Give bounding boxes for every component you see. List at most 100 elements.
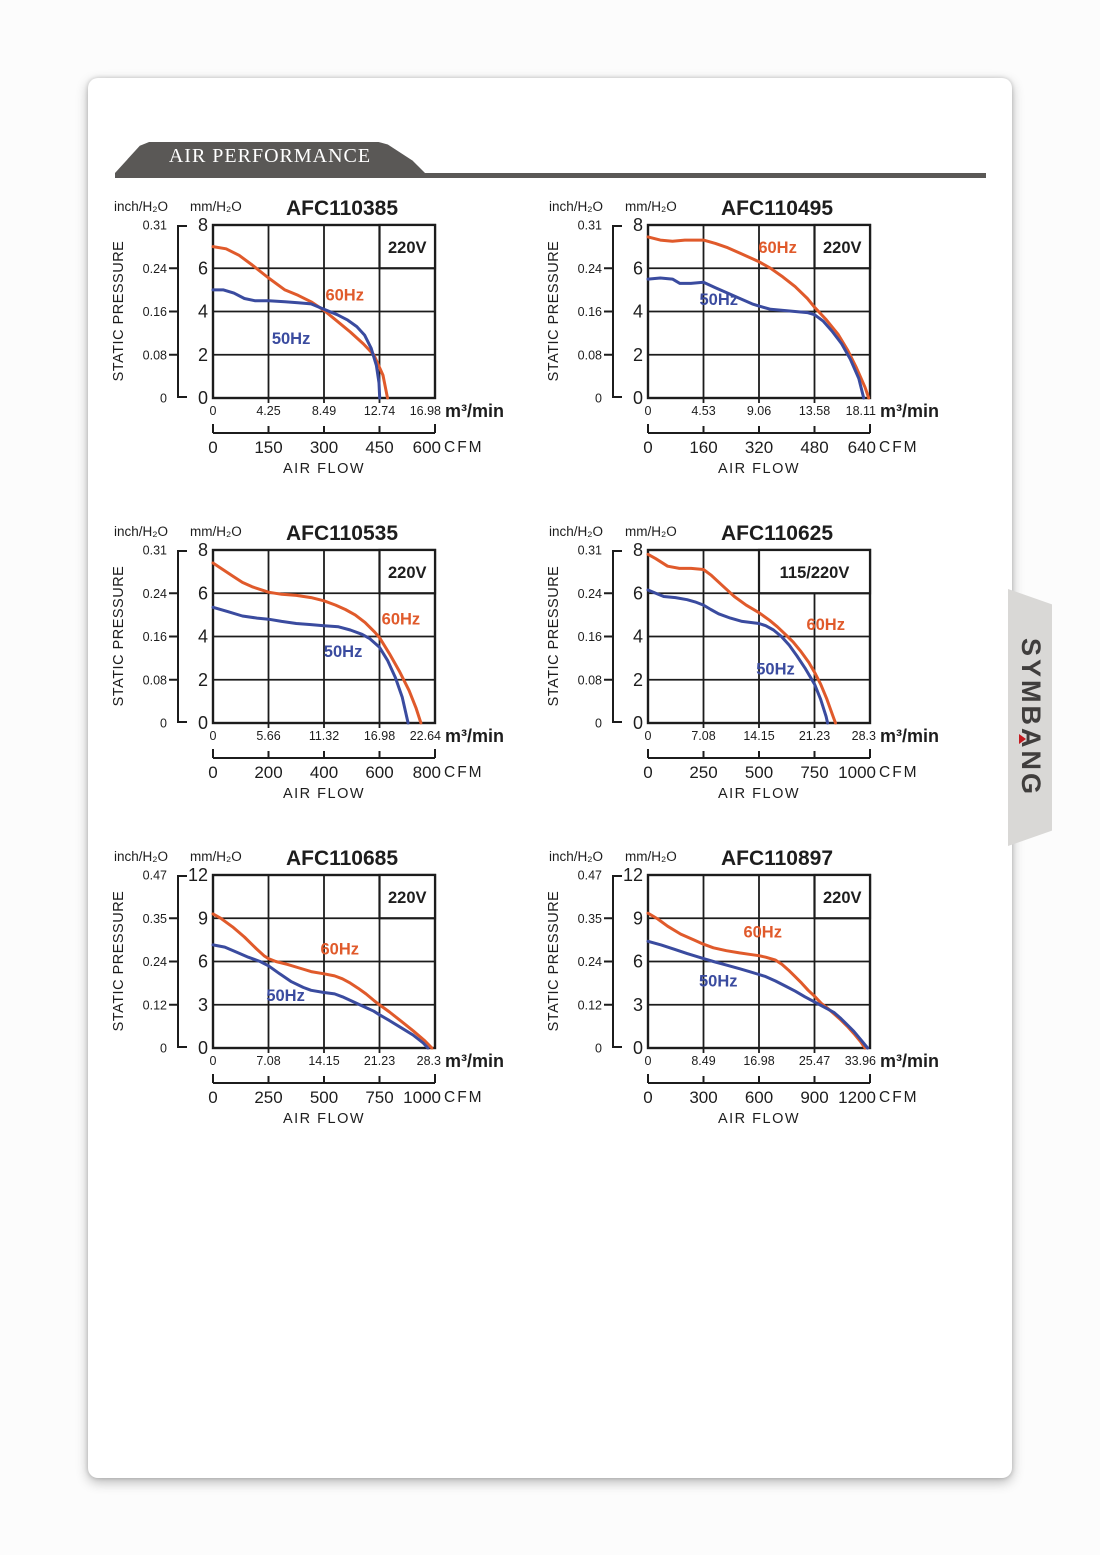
inch-tick: 0.35 bbox=[578, 912, 602, 926]
mm-tick: 0 bbox=[198, 1038, 208, 1058]
voltage-box bbox=[378, 873, 437, 920]
inch-tick: 0.35 bbox=[143, 912, 167, 926]
mm-tick: 6 bbox=[633, 258, 643, 278]
series-label-50Hz: 50Hz bbox=[699, 973, 738, 991]
chart-svg-3: inch/H₂O mm/H₂O AFC110625 STATIC PRESSURE 0.… bbox=[546, 522, 939, 802]
flow-tick: 21.23 bbox=[364, 1054, 395, 1068]
mm-tick: 9 bbox=[198, 908, 208, 928]
inch-tick: 0.47 bbox=[578, 869, 602, 883]
y-axis-label: STATIC PRESSURE bbox=[546, 891, 562, 1032]
chart-AFC110625: inch/H₂O mm/H₂O AFC110625 STATIC PRESSURE 0.… bbox=[545, 520, 965, 805]
flow-tick: 21.23 bbox=[799, 729, 830, 743]
inch-tick: 0.24 bbox=[143, 955, 167, 969]
inch-tick: 0.24 bbox=[578, 955, 602, 969]
cfm-tick: 0 bbox=[643, 1088, 652, 1107]
inch-tick: 0 bbox=[595, 392, 602, 406]
series-label-60Hz: 60Hz bbox=[758, 239, 797, 257]
inch-tick: 0.08 bbox=[143, 673, 167, 687]
symbang-logo: SYMBANG bbox=[1015, 638, 1046, 797]
mm-tick: 6 bbox=[198, 583, 208, 603]
inch-tick: 0.16 bbox=[143, 630, 167, 644]
mm-tick: 8 bbox=[633, 215, 643, 235]
voltage-label: 220V bbox=[388, 239, 427, 257]
voltage-box bbox=[813, 873, 872, 920]
mm-tick: 0 bbox=[198, 388, 208, 408]
series-label-50Hz: 50Hz bbox=[272, 330, 311, 348]
plot-border bbox=[646, 223, 872, 400]
inch-tick: 0.12 bbox=[578, 998, 602, 1012]
chart-title: AFC110625 bbox=[721, 522, 833, 545]
voltage-box bbox=[378, 548, 437, 595]
mm-tick: 4 bbox=[198, 627, 208, 647]
cfm-tick: 750 bbox=[365, 1088, 393, 1107]
voltage-box bbox=[378, 223, 437, 270]
chart-svg-2: inch/H₂O mm/H₂O AFC110535 STATIC PRESSURE 0.… bbox=[111, 522, 504, 802]
flow-tick: 12.74 bbox=[364, 404, 395, 418]
cfm-tick: 640 bbox=[848, 438, 876, 457]
inch-tick: 0.24 bbox=[143, 587, 167, 601]
y-unit-inch: inch/H₂O bbox=[549, 524, 603, 539]
flow-tick: 8.49 bbox=[691, 1054, 715, 1068]
chart-title: AFC110897 bbox=[721, 847, 833, 870]
y-axis-label: STATIC PRESSURE bbox=[111, 891, 127, 1032]
flow-tick: 5.66 bbox=[256, 729, 280, 743]
flow-tick: 0 bbox=[210, 729, 217, 743]
chart-svg-4: inch/H₂O mm/H₂O AFC110685 STATIC PRESSURE 0.… bbox=[111, 847, 504, 1127]
cfm-unit: CFM bbox=[444, 1089, 484, 1106]
curve-60Hz bbox=[211, 245, 389, 400]
mm-tick: 2 bbox=[633, 345, 643, 365]
chart-AFC110385: inch/H₂O mm/H₂O AFC110385 STATIC PRESSURE 0.… bbox=[110, 195, 530, 480]
y-unit-inch: inch/H₂O bbox=[114, 199, 168, 214]
flow-unit: m³/min bbox=[445, 726, 504, 746]
mm-tick: 6 bbox=[198, 952, 208, 972]
flow-tick: 16.98 bbox=[410, 404, 441, 418]
inch-tick: 0.16 bbox=[578, 630, 602, 644]
cfm-tick: 480 bbox=[800, 438, 828, 457]
voltage-box bbox=[757, 548, 872, 595]
inch-tick: 0.31 bbox=[578, 544, 602, 558]
mm-tick: 6 bbox=[633, 583, 643, 603]
cfm-unit: CFM bbox=[879, 1089, 919, 1106]
flow-unit: m³/min bbox=[445, 401, 504, 421]
cfm-tick: 250 bbox=[689, 763, 717, 782]
curve-60Hz bbox=[211, 912, 434, 1050]
cfm-tick: 200 bbox=[254, 763, 282, 782]
inch-tick: 0.31 bbox=[578, 219, 602, 233]
inch-tick: 0 bbox=[160, 717, 167, 731]
cfm-tick: 0 bbox=[643, 438, 652, 457]
inch-tick: 0 bbox=[595, 717, 602, 731]
mm-tick: 2 bbox=[198, 345, 208, 365]
y-unit-inch: inch/H₂O bbox=[114, 849, 168, 864]
cfm-tick: 250 bbox=[254, 1088, 282, 1107]
inch-tick: 0 bbox=[160, 392, 167, 406]
y-unit-inch: inch/H₂O bbox=[549, 849, 603, 864]
cfm-tick: 0 bbox=[643, 763, 652, 782]
flow-tick: 16.98 bbox=[364, 729, 395, 743]
flow-tick: 7.08 bbox=[691, 729, 715, 743]
plot-border bbox=[211, 223, 437, 400]
x-axis-label: AIR FLOW bbox=[718, 461, 800, 477]
flow-tick: 14.15 bbox=[743, 729, 774, 743]
mm-tick: 4 bbox=[633, 627, 643, 647]
voltage-label: 220V bbox=[388, 889, 427, 907]
chart-title: AFC110495 bbox=[721, 197, 833, 220]
flow-tick: 0 bbox=[645, 1054, 652, 1068]
cfm-tick: 800 bbox=[413, 763, 441, 782]
logo-letter-a-with-red-triangle-icon: A bbox=[1015, 728, 1046, 751]
y-unit-mm: mm/H₂O bbox=[625, 524, 677, 539]
series-label-60Hz: 60Hz bbox=[325, 287, 364, 305]
logo-part1: SYMB bbox=[1015, 637, 1046, 729]
logo-part2: NG bbox=[1015, 750, 1046, 798]
cfm-unit: CFM bbox=[444, 439, 484, 456]
y-unit-inch: inch/H₂O bbox=[549, 199, 603, 214]
cfm-unit: CFM bbox=[879, 439, 919, 456]
flow-tick: 4.25 bbox=[256, 404, 280, 418]
flow-tick: 0 bbox=[210, 1054, 217, 1068]
x-axis-label: AIR FLOW bbox=[718, 1111, 800, 1127]
voltage-box bbox=[813, 223, 872, 270]
x-axis-label: AIR FLOW bbox=[283, 461, 365, 477]
inch-tick: 0.24 bbox=[578, 262, 602, 276]
chart-AFC110897: inch/H₂O mm/H₂O AFC110897 STATIC PRESSURE 0.… bbox=[545, 845, 965, 1130]
cfm-tick: 500 bbox=[310, 1088, 338, 1107]
